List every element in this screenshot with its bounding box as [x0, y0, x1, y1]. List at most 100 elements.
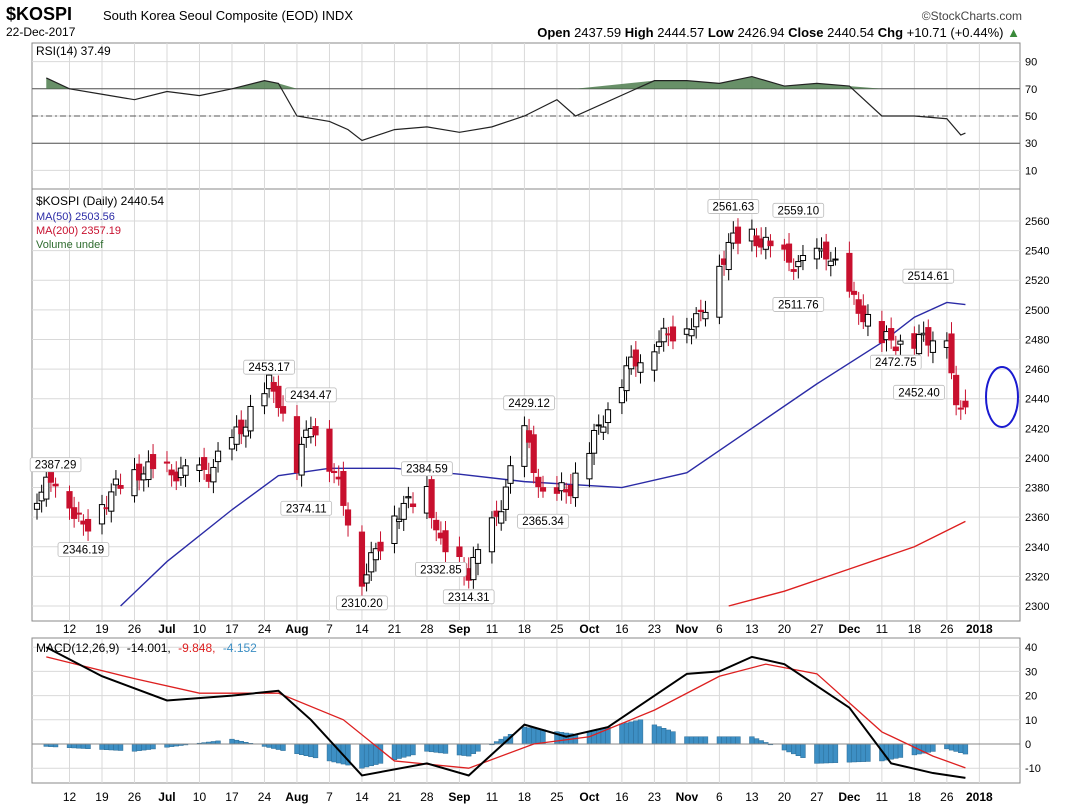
x-axis-label: Nov [676, 622, 699, 636]
macd-histogram-bar [85, 743, 91, 749]
candle-body [897, 340, 904, 345]
candle-body [442, 530, 449, 553]
candle-body [210, 466, 217, 483]
candle-body [117, 484, 124, 489]
macd-histogram-bar [271, 743, 277, 749]
candle-body [651, 351, 658, 371]
price-annotation-box [893, 384, 945, 400]
macd-histogram-bar [958, 743, 964, 753]
candle-body [623, 365, 630, 392]
price-annotation-box [57, 542, 110, 558]
macd-legend-name: MACD(12,26,9) [36, 641, 119, 655]
candle-body [915, 334, 923, 355]
candle-body [600, 426, 607, 433]
x-axis-label: Sep [448, 622, 470, 636]
price-tick-label: 2560 [1025, 216, 1049, 228]
highlight-circle [985, 366, 1019, 428]
macd-tick-label: 0 [1025, 739, 1031, 751]
macd-histogram-bar [368, 743, 374, 767]
candle-body [145, 461, 152, 481]
macd-histogram-bar [563, 732, 569, 745]
candle-body [925, 327, 932, 346]
price-annotation-box [517, 513, 569, 529]
candle-body [748, 228, 755, 242]
x-axis-label: 24 [258, 622, 272, 636]
x-axis-label: Dec [838, 622, 860, 636]
macd-histogram-bar [150, 743, 156, 750]
x-axis-label: 11 [876, 790, 889, 804]
macd-histogram-bar [456, 743, 463, 756]
x-axis-label: 18 [908, 790, 922, 804]
x-axis-label: 20 [778, 622, 792, 636]
brand-watermark[interactable]: ©StockCharts.com [921, 9, 1022, 23]
macd-histogram-bar [136, 743, 142, 751]
macd-histogram-bar [832, 743, 839, 763]
x-axis-label: Jul [158, 622, 175, 636]
macd-histogram-bar [103, 743, 110, 750]
chart-symbol: $KOSPI [6, 4, 73, 24]
x-axis-label: 25 [550, 622, 564, 636]
macd-histogram-bar [786, 743, 792, 753]
macd-histogram-bar [897, 743, 904, 758]
candle-body [428, 479, 435, 519]
price-panel-frame [31, 188, 1021, 622]
price-tick-label: 2480 [1025, 334, 1049, 346]
x-axis-label: 10 [193, 790, 207, 804]
ma200-line [728, 520, 966, 607]
macd-histogram-bar [266, 743, 272, 748]
price-tick-label: 2300 [1025, 601, 1049, 613]
x-axis-label: 18 [908, 622, 922, 636]
candle-body [929, 340, 937, 353]
macd-histogram-bar [71, 743, 77, 749]
low-label: Low [707, 25, 734, 40]
macd-histogram-bar [466, 743, 472, 757]
candle-body [112, 478, 120, 486]
macd-histogram-bar [962, 743, 969, 755]
macd-histogram-bar [865, 743, 871, 762]
x-axis-label: 26 [128, 790, 142, 804]
macd-histogram-bar [814, 743, 820, 764]
price-tick-label: 2420 [1025, 423, 1049, 435]
macd-histogram-bar [846, 743, 853, 763]
x-axis-label: 16 [615, 790, 629, 804]
low-value: 2426.94 [737, 25, 785, 40]
candle-body [377, 541, 384, 552]
macd-histogram-bar [229, 738, 235, 745]
candle-body [558, 482, 565, 492]
macd-histogram-bar [294, 743, 300, 754]
price-annotation-box [772, 297, 825, 312]
rsi-line [46, 75, 966, 142]
price-annotation: 2429.12 [508, 398, 550, 410]
macd-histogram-bar [280, 743, 286, 751]
macd-panel-frame [31, 637, 1021, 784]
x-axis-label: 7 [326, 790, 333, 804]
candle-body [52, 483, 59, 487]
high-value: 2444.57 [657, 25, 705, 40]
macd-histogram-bar [401, 743, 407, 758]
candle-body [149, 454, 157, 470]
candle-body [790, 269, 797, 272]
macd-histogram-bar [396, 743, 402, 759]
macd-histogram-bar [661, 728, 667, 745]
candle-body [470, 556, 477, 581]
up-arrow-icon: ▲ [1007, 25, 1020, 40]
macd-histogram-bar [80, 743, 87, 749]
price-annotation-box [415, 561, 467, 577]
price-tick-label: 2400 [1025, 453, 1049, 465]
candle-body [108, 491, 115, 512]
macd-histogram-bar [800, 743, 806, 758]
x-axis-label: 16 [615, 622, 629, 636]
x-axis-label: Oct [579, 622, 599, 636]
macd-histogram-bar [424, 743, 430, 752]
price-annotation-box [772, 202, 825, 218]
x-axis-label: 17 [225, 790, 239, 804]
candle-body [823, 241, 830, 260]
macd-line [45, 646, 966, 779]
candle-body [539, 487, 547, 492]
candle-body [637, 362, 644, 373]
candle-body [488, 517, 496, 553]
macd-histogram-bar [391, 743, 398, 760]
price-annotation: 2365.34 [522, 516, 564, 528]
x-axis-label: Nov [676, 790, 699, 804]
candle-body [405, 496, 412, 499]
